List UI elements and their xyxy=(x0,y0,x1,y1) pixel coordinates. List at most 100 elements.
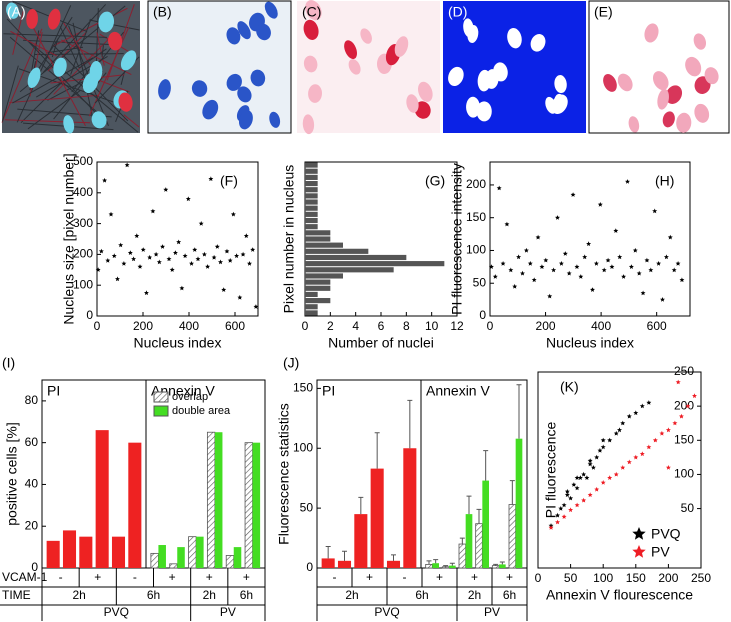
point xyxy=(547,293,553,299)
point xyxy=(115,276,120,282)
category-label: - xyxy=(59,570,63,584)
texture xyxy=(96,72,107,86)
nucleus xyxy=(256,23,271,41)
x-axis-label: Nucleus index xyxy=(134,335,222,351)
legend-marker xyxy=(632,527,646,540)
y-tick-label: 300 xyxy=(73,216,93,230)
row-label: TIME xyxy=(2,588,31,602)
point xyxy=(240,251,246,257)
error-bar xyxy=(443,565,449,567)
point xyxy=(496,185,502,191)
y-tick-label: 0 xyxy=(479,308,486,322)
legend-swatch xyxy=(153,391,169,403)
error-bar xyxy=(476,508,482,524)
nucleus xyxy=(662,111,675,128)
time-label: 2h xyxy=(203,588,216,602)
point xyxy=(582,254,588,260)
point xyxy=(679,413,684,419)
bar xyxy=(508,504,517,569)
row-label: VCAM-1 xyxy=(2,570,48,584)
bar xyxy=(305,217,318,224)
legend-label: PVQ xyxy=(651,526,681,542)
point xyxy=(663,254,669,260)
panel-label: (B) xyxy=(153,4,172,20)
texture xyxy=(71,68,90,93)
point xyxy=(675,261,681,266)
nucleus xyxy=(308,84,322,103)
point xyxy=(646,444,652,450)
nucleus xyxy=(226,27,241,45)
point xyxy=(587,461,593,467)
nucleus xyxy=(448,66,464,87)
point xyxy=(665,465,671,470)
point xyxy=(555,215,560,220)
nucleus xyxy=(237,21,251,40)
point xyxy=(488,264,494,269)
point xyxy=(639,403,645,409)
bar xyxy=(403,448,417,568)
nucleus xyxy=(652,71,669,91)
x-tick-label: 250 xyxy=(691,571,711,585)
point xyxy=(597,202,603,207)
texture xyxy=(12,57,94,104)
error-bar xyxy=(342,550,347,561)
bar xyxy=(337,560,352,568)
bar xyxy=(305,279,331,285)
x-tick-label: 2 xyxy=(327,319,334,333)
bar xyxy=(321,558,335,568)
error-bar xyxy=(325,545,331,559)
point xyxy=(617,254,623,260)
legend-marker xyxy=(632,545,646,558)
point xyxy=(665,427,671,433)
point xyxy=(613,228,619,233)
y-tick-label: 100 xyxy=(293,440,313,454)
point xyxy=(675,379,681,385)
category-label: + xyxy=(366,570,373,584)
bar xyxy=(252,442,261,568)
point xyxy=(137,264,143,269)
texture xyxy=(42,4,106,73)
nucleus xyxy=(303,55,318,73)
bar xyxy=(305,211,318,217)
y-axis-label: Fluorescence statistics xyxy=(276,403,292,545)
nucleus xyxy=(120,50,137,71)
panel-label: (G) xyxy=(425,173,445,189)
bar xyxy=(425,564,433,569)
bar xyxy=(305,261,445,267)
panel-label: (C) xyxy=(302,4,321,20)
error-bar xyxy=(493,563,499,566)
bar xyxy=(233,547,242,568)
y-tick-label: 50 xyxy=(473,275,487,289)
nucleus xyxy=(704,67,719,85)
bar xyxy=(225,555,235,569)
nucleus xyxy=(553,93,566,114)
category-label: - xyxy=(403,570,407,584)
error-bar xyxy=(509,480,515,505)
point xyxy=(208,176,214,181)
y-axis-label: PI fluorescence intensity xyxy=(449,163,465,315)
legend-swatch xyxy=(153,405,169,417)
point xyxy=(156,259,162,265)
y-tick-label: 0 xyxy=(86,308,93,322)
bar xyxy=(432,563,439,568)
point xyxy=(574,475,580,480)
time-label: 6h xyxy=(415,588,428,602)
time-label: 2h xyxy=(468,588,481,602)
point xyxy=(185,196,191,202)
point xyxy=(555,512,560,518)
y-axis-label: Pixel number in nucleus xyxy=(281,165,297,314)
point xyxy=(568,507,574,513)
point xyxy=(140,247,146,252)
point xyxy=(626,413,632,419)
point xyxy=(230,211,236,217)
nucleus xyxy=(418,81,433,102)
nucleus xyxy=(360,28,372,44)
error-bar xyxy=(499,561,505,565)
nucleus xyxy=(685,56,702,77)
point xyxy=(250,247,256,252)
bar xyxy=(305,248,369,254)
point xyxy=(169,267,175,272)
texture xyxy=(123,114,140,128)
point xyxy=(234,253,240,258)
panel-label: (F) xyxy=(220,173,238,189)
